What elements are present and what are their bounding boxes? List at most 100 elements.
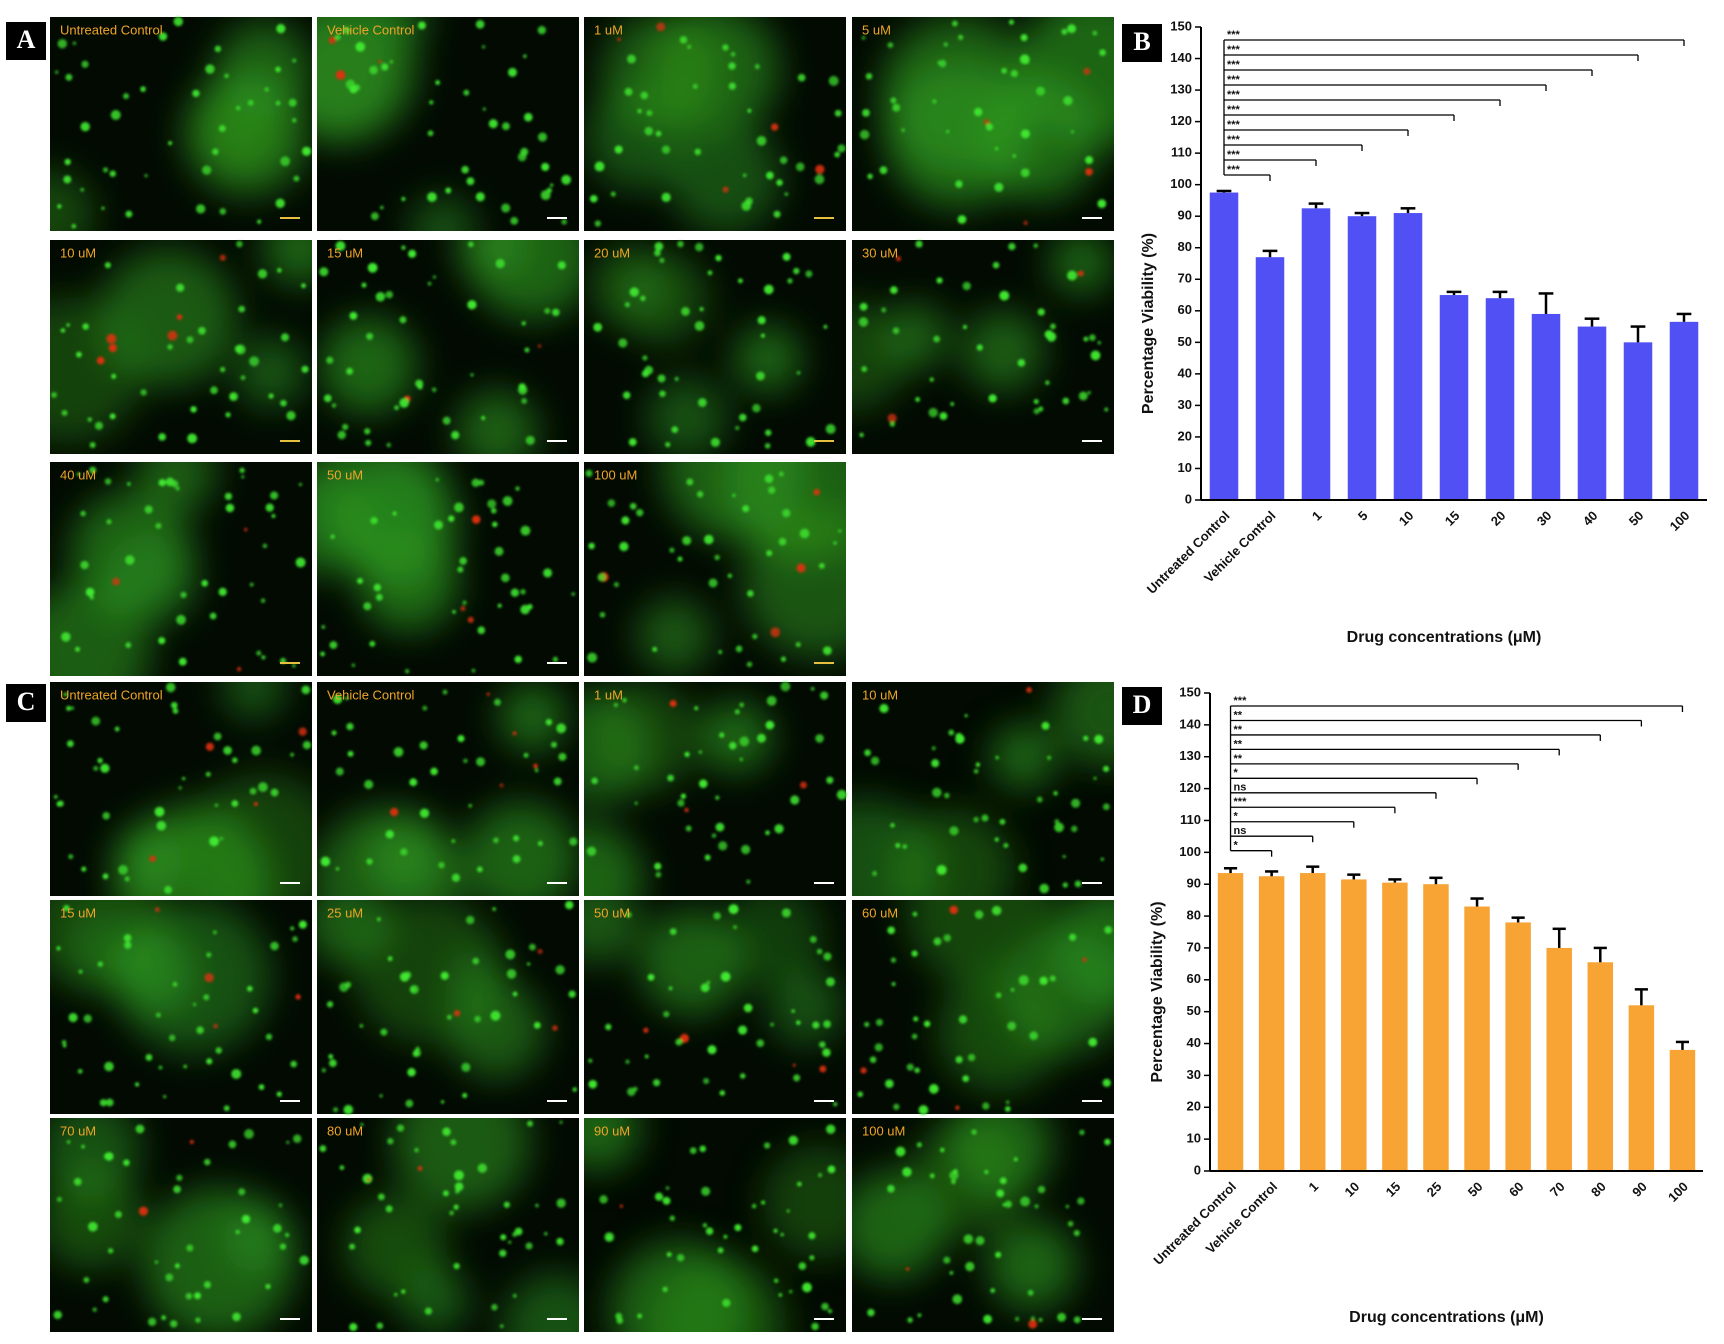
bar — [1301, 208, 1331, 501]
cell — [523, 752, 529, 758]
micrograph: 20 uM — [584, 240, 846, 454]
y-tick-label: 110 — [1180, 812, 1201, 827]
cell — [859, 129, 870, 140]
cell — [695, 242, 704, 252]
cell — [1020, 129, 1030, 139]
bar — [1382, 882, 1408, 1171]
cell — [1027, 1289, 1034, 1296]
cell — [70, 706, 75, 710]
cell — [298, 482, 302, 487]
cell — [462, 600, 467, 605]
cell — [881, 307, 887, 313]
micrograph: 60 uM — [852, 900, 1114, 1115]
cell — [158, 433, 166, 441]
cell — [891, 982, 896, 987]
cell — [865, 73, 873, 80]
glow-layer — [317, 462, 460, 633]
cell — [81, 1144, 85, 1149]
cell — [662, 1286, 668, 1293]
scale-bar — [814, 882, 834, 884]
image-label: 50 uM — [594, 905, 630, 920]
cell — [589, 194, 598, 203]
image-label: 40 uM — [60, 467, 96, 482]
glow — [616, 252, 710, 345]
x-axis-title: Drug concentrations (μM) — [1347, 629, 1542, 646]
bar — [1347, 216, 1377, 500]
y-tick-label: 60 — [1187, 971, 1201, 986]
cell — [694, 148, 702, 156]
cell — [328, 1059, 337, 1068]
cell — [319, 1145, 327, 1152]
cell — [1103, 765, 1110, 772]
cells — [53, 1124, 309, 1328]
cell — [196, 1026, 204, 1034]
cell — [53, 1310, 62, 1320]
cell — [892, 103, 901, 112]
cell — [427, 130, 434, 137]
cell — [364, 428, 371, 435]
cell — [154, 806, 165, 817]
cell — [629, 502, 637, 510]
cell — [940, 1147, 945, 1153]
cells — [589, 22, 846, 227]
cell — [1074, 880, 1082, 888]
cell — [176, 614, 186, 625]
cell — [1026, 686, 1033, 693]
cell — [249, 582, 254, 587]
cell — [572, 1087, 577, 1092]
cell — [462, 1092, 468, 1098]
cell — [931, 759, 940, 768]
cell — [780, 1233, 784, 1237]
cell — [756, 733, 766, 743]
cells — [51, 240, 309, 448]
bar — [1217, 873, 1244, 1171]
cell — [713, 912, 721, 920]
cell — [679, 1033, 689, 1043]
cell — [711, 833, 717, 838]
cell — [370, 516, 378, 525]
cell — [442, 1190, 449, 1197]
cell — [213, 1023, 218, 1029]
scale-bar — [280, 217, 300, 219]
image-label: 20 uM — [594, 245, 630, 260]
cells — [586, 681, 847, 884]
cell — [369, 640, 376, 647]
cell — [206, 952, 212, 958]
cell — [499, 1249, 507, 1257]
cell — [746, 879, 751, 884]
cell — [223, 1105, 230, 1112]
micrograph: 40 uM — [50, 462, 312, 676]
cell — [588, 1058, 593, 1063]
cell — [435, 80, 441, 85]
cell — [453, 1170, 464, 1181]
cell — [396, 1124, 405, 1132]
cells — [61, 466, 306, 672]
glow-layer — [50, 240, 312, 445]
cell — [422, 705, 428, 711]
cell — [1012, 154, 1016, 158]
cell — [102, 1296, 109, 1303]
significance-label: *** — [1227, 44, 1241, 56]
cell — [430, 767, 438, 776]
cell — [298, 920, 307, 929]
cell — [195, 1317, 201, 1323]
cell — [764, 474, 774, 484]
cell — [640, 295, 646, 302]
cell — [271, 513, 276, 518]
cell — [163, 1095, 167, 1099]
cell — [949, 905, 958, 915]
cell — [654, 242, 664, 251]
cell — [746, 590, 754, 597]
cell — [57, 204, 62, 209]
glow-layer — [636, 462, 846, 674]
cell — [770, 627, 781, 638]
cell — [939, 412, 948, 421]
cells — [321, 900, 577, 1115]
cell — [751, 1203, 757, 1209]
cell — [646, 109, 653, 117]
cell — [822, 1048, 831, 1057]
cell — [284, 1232, 290, 1238]
cell — [156, 820, 167, 831]
cell — [66, 1140, 71, 1144]
cell — [764, 429, 772, 436]
